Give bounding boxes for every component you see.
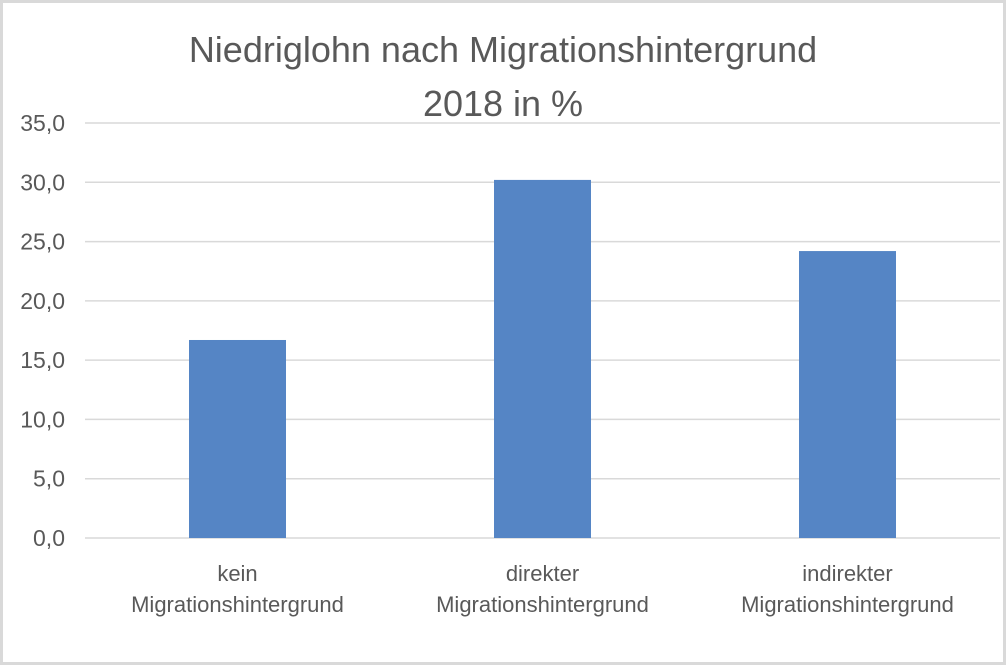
y-tick-label: 0,0: [33, 525, 65, 551]
y-tick-label: 30,0: [20, 169, 65, 195]
chart-title-line-1: Niedriglohn nach Migrationshintergrund: [189, 29, 817, 70]
category-label: Migrationshintergrund: [741, 592, 954, 617]
y-tick-label: 5,0: [33, 466, 65, 492]
y-tick-label: 25,0: [20, 229, 65, 255]
y-tick-label: 35,0: [20, 110, 65, 136]
chart-title-line-2: 2018 in %: [423, 83, 583, 124]
bar: [189, 339, 286, 538]
bar: [799, 251, 896, 539]
y-tick-label: 10,0: [20, 406, 65, 432]
y-tick-label: 15,0: [20, 347, 65, 373]
category-label: Migrationshintergrund: [131, 592, 344, 617]
bar: [494, 179, 591, 538]
category-label: Migrationshintergrund: [436, 592, 649, 617]
bars: [189, 179, 896, 539]
y-axis-ticks: 0,0 5,0 10,0 15,0 20,0 25,0 30,0 35,0: [20, 110, 65, 551]
y-tick-label: 20,0: [20, 288, 65, 314]
category-label: kein: [217, 561, 257, 586]
category-label: indirekter: [802, 561, 892, 586]
x-axis-categories: kein Migrationshintergrund direkter Migrati…: [131, 561, 954, 617]
bar-chart: Niedriglohn nach Migrationshintergrund 2…: [20, 29, 1000, 617]
category-label: direkter: [506, 561, 579, 586]
